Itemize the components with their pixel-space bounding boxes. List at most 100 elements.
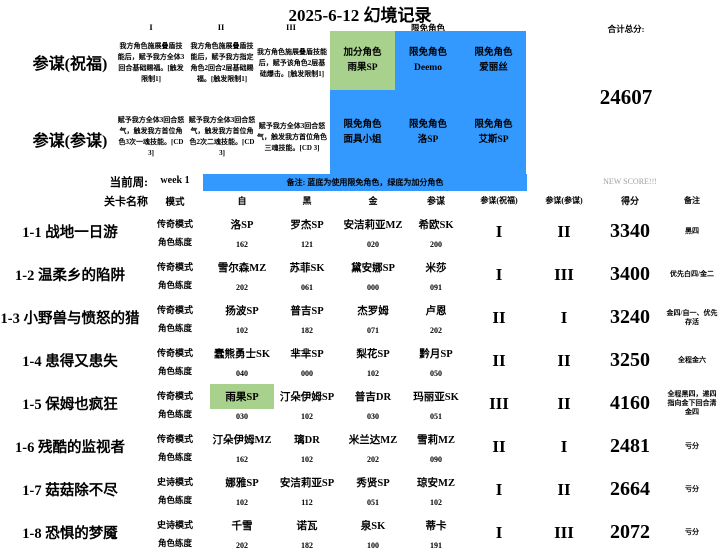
mode-label: 传奇模式: [156, 305, 193, 315]
char-level: 182: [301, 325, 313, 335]
stage-name: 1-3 小野兽与愤怒的猎: [0, 311, 140, 327]
column-numeral-3: III: [286, 22, 296, 32]
char-level: 030: [236, 411, 248, 421]
char-name: 苏菲SK: [289, 263, 325, 274]
mode-cell: 传奇模式 角色练度: [140, 425, 210, 468]
char-level: 102: [236, 497, 248, 507]
char-level: 202: [367, 454, 379, 464]
note-band: 当前周: week 1 备注: 蓝底为使用限免角色，绿底为加分角色 NEW SC…: [0, 174, 720, 191]
level-row-label: 角色练度: [157, 365, 192, 376]
char-cell-advisor: 玛丽亚SK 051: [406, 382, 466, 425]
char-name: 娜雅SP: [225, 478, 259, 489]
limited-cell-name: 洛SP: [417, 135, 439, 145]
bonus-cell-name: 雨果SP: [347, 62, 378, 73]
stage-name: 1-6 残酷的监视者: [15, 440, 125, 456]
char-level: 102: [236, 325, 248, 335]
stage-name: 1-7 菇菇除不尽: [22, 483, 118, 499]
level-row-label: 角色练度: [157, 408, 192, 419]
char-name: 黔月SP: [419, 349, 453, 360]
char-cell-advisor: 黔月SP 050: [406, 339, 466, 382]
mode-cell: 传奇模式 角色练度: [140, 339, 210, 382]
char-name: 普吉SP: [290, 306, 324, 317]
remark-text: 亏分: [685, 485, 699, 493]
advisor-advisor-numeral: I: [560, 307, 568, 327]
current-week-label: 当前周:: [109, 177, 148, 189]
char-level: 100: [367, 540, 379, 550]
blessing-desc-2: 我方角色施展叠盾技能后，赋予我方指定角色2回合2层基础赐福。[触发限制1]: [190, 42, 254, 83]
char-level: 102: [301, 411, 313, 421]
char-name: 琼安MZ: [417, 478, 455, 489]
top-section: 2025-6-12 幻境记录 I II III 限免角色 合计总分: 参谋(祝福…: [0, 0, 720, 174]
char-name: 安洁莉亚MZ: [343, 220, 403, 231]
char-cell-self: 汀朵伊姆MZ 162: [210, 425, 274, 468]
advisor-blessing-numeral: II: [492, 350, 506, 370]
level-row-label: 角色练度: [157, 236, 192, 247]
mode-label: 史诗模式: [156, 477, 193, 487]
char-level: 202: [430, 325, 442, 335]
char-cell-gold: 梨花SP 102: [340, 339, 406, 382]
total-score-label: 合计总分:: [607, 24, 645, 34]
char-level: 191: [430, 540, 442, 550]
table-row: 1-6 残酷的监视者 传奇模式 角色练度 汀朵伊姆MZ 162 璃DR 102 …: [0, 425, 720, 468]
score-value: 3250: [610, 349, 650, 371]
remark-text: 全程金六: [678, 356, 706, 364]
blessing-desc-3: 我方角色施展叠盾技能后，赋予该角色2层基础爆击。[触发限制1]: [257, 47, 327, 78]
char-cell-gold: 杰罗姆 071: [340, 296, 406, 339]
char-cell-black: 安洁莉亚SP 112: [274, 468, 340, 511]
table-row: 1-5 保姆也疯狂 传奇模式 角色练度 雨果SP 030 汀朵伊姆SP 102 …: [0, 382, 720, 425]
char-cell-gold: 米兰达MZ 202: [340, 425, 406, 468]
char-cell-black: 芈芈SP 000: [274, 339, 340, 382]
advisor-blessing-numeral: I: [495, 479, 503, 499]
char-name: 蒂卡: [425, 521, 447, 532]
level-row-label: 角色练度: [157, 322, 192, 333]
char-cell-black: 汀朵伊姆SP 102: [274, 382, 340, 425]
limited-cell-deemo: 限免角色 Deemo: [395, 31, 461, 90]
limited-cell-label: 限免角色: [408, 120, 447, 130]
advisor-desc-3: 赋予我方全体3回合怒气，触发我方首位角色三魂技能。[CD 3]: [257, 121, 327, 152]
mode-label: 传奇模式: [156, 391, 193, 401]
current-week-value: week 1: [160, 175, 190, 186]
score-value: 4160: [610, 392, 650, 414]
char-cell-black: 璃DR 102: [274, 425, 340, 468]
char-name: 梨花SP: [356, 349, 390, 360]
advisor-advisor-numeral: III: [554, 264, 574, 284]
char-level: 121: [301, 239, 313, 249]
limited-cell-label: 限免角色: [408, 47, 447, 58]
char-name: 黛安娜SP: [351, 263, 395, 274]
char-name: 璃DR: [294, 435, 320, 446]
char-name: 蠢熊勇士SK: [213, 349, 270, 360]
mode-label: 传奇模式: [156, 348, 193, 358]
char-name: 米兰达MZ: [348, 435, 398, 446]
char-cell-self: 千雪 202: [210, 511, 274, 552]
level-row-label: 角色练度: [157, 494, 192, 505]
score-value: 3340: [610, 220, 650, 242]
advisor-desc-2: 赋予我方全体3回合怒气，触发我方首位角色2次二魂技能。[CD 3]: [188, 116, 256, 157]
char-name: 罗杰SP: [290, 220, 324, 231]
limited-cell-name: 爱丽丝: [479, 62, 508, 73]
mode-label: 传奇模式: [156, 219, 193, 229]
limited-cell-alice: 限免角色 爱丽丝: [461, 31, 526, 90]
limited-cell-label: 限免角色: [343, 120, 382, 130]
char-name: 普吉DR: [354, 392, 392, 403]
advisor-blessing-numeral: I: [495, 221, 503, 241]
score-value: 3240: [610, 306, 650, 328]
char-level: 182: [301, 540, 313, 550]
char-cell-gold: 秀贤SP 051: [340, 468, 406, 511]
mode-label: 传奇模式: [156, 434, 193, 444]
limited-characters-box: 加分角色 雨果SP 限免角色 Deemo 限免角色 爱丽丝 限免角色 面具小姐 …: [330, 31, 526, 174]
char-name: 雪莉MZ: [417, 435, 455, 446]
char-cell-advisor: 琼安MZ 102: [406, 468, 466, 511]
char-name: 汀朵伊姆SP: [279, 392, 335, 403]
char-level: 071: [367, 325, 379, 335]
char-name: 诺瓦: [296, 521, 318, 532]
mode-label: 史诗模式: [156, 520, 193, 530]
score-value: 2072: [610, 521, 650, 543]
mode-cell: 传奇模式 角色练度: [140, 253, 210, 296]
header-stage: 关卡名称: [104, 195, 148, 208]
char-level: 040: [236, 368, 248, 378]
char-level: 102: [367, 368, 379, 378]
char-level: 030: [367, 411, 379, 421]
char-cell-self: 雪尔森MZ 202: [210, 253, 274, 296]
advisor-blessing-numeral: II: [492, 307, 506, 327]
char-name: 千雪: [231, 521, 253, 532]
